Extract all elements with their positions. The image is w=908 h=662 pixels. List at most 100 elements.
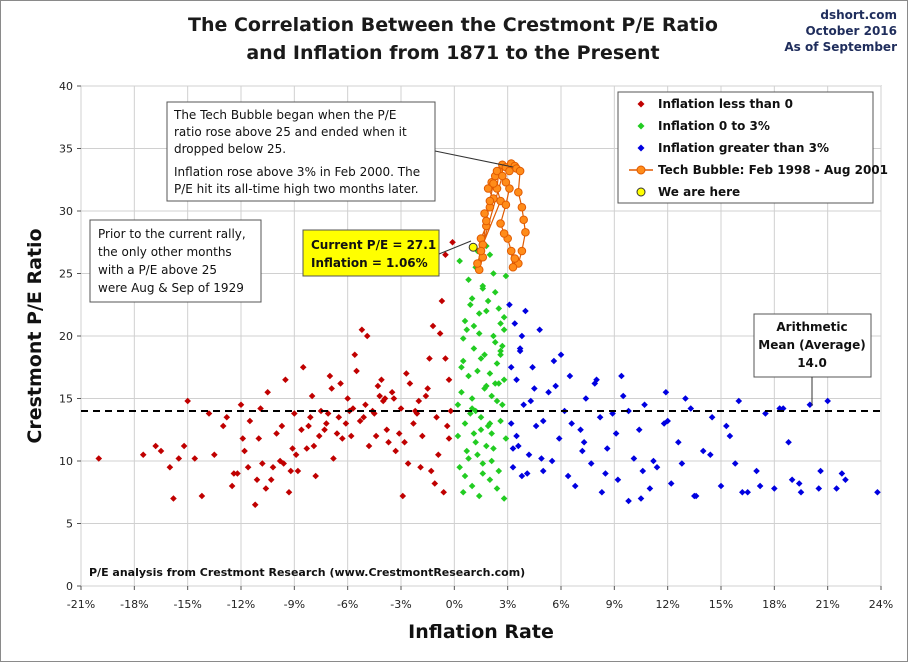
credit-text: P/E analysis from Crestmont Research (ww… — [89, 566, 525, 579]
point-inflation-negative — [157, 447, 165, 455]
point-inflation-high — [625, 407, 632, 415]
point-inflation-negative — [259, 460, 266, 467]
point-inflation-high — [539, 467, 547, 475]
point-inflation-high — [653, 463, 661, 471]
x-tick-label: -15% — [173, 598, 201, 611]
point-inflation-high — [788, 476, 796, 484]
tech-bubble-note-line5: P/E hit its all-time high two months lat… — [174, 182, 419, 196]
tech-bubble-point — [519, 215, 528, 225]
x-tick-label: 3% — [499, 598, 516, 611]
point-inflation-low — [484, 297, 492, 305]
point-inflation-negative — [292, 451, 300, 459]
tech-bubble-point — [485, 196, 495, 206]
point-inflation-low — [490, 332, 497, 340]
point-inflation-negative — [152, 442, 159, 450]
point-inflation-negative — [333, 430, 341, 437]
point-inflation-high — [513, 376, 520, 384]
point-inflation-negative — [289, 445, 296, 452]
point-inflation-high — [637, 495, 645, 502]
point-inflation-low — [477, 426, 485, 434]
point-inflation-low — [475, 310, 483, 317]
point-inflation-high — [568, 420, 575, 427]
point-inflation-low — [493, 485, 501, 492]
point-inflation-low — [499, 342, 506, 350]
point-inflation-low — [468, 482, 476, 490]
legend-marker-we-are-here — [636, 187, 646, 197]
point-inflation-high — [518, 332, 526, 340]
point-inflation-high — [815, 485, 823, 492]
point-inflation-high — [707, 451, 714, 459]
point-inflation-negative — [278, 422, 286, 430]
point-inflation-negative — [262, 485, 270, 492]
point-inflation-low — [479, 460, 487, 467]
point-inflation-negative — [424, 385, 431, 392]
point-inflation-low — [486, 370, 494, 377]
point-inflation-high — [511, 320, 519, 327]
point-inflation-negative — [435, 451, 442, 459]
point-inflation-negative — [299, 363, 307, 371]
point-inflation-high — [675, 438, 682, 446]
point-inflation-high — [699, 447, 707, 455]
point-inflation-high — [744, 488, 751, 496]
rally-note-line2: the only other months — [98, 245, 232, 259]
point-inflation-low — [461, 317, 469, 325]
rally-note-line1: Prior to the current rally, — [98, 227, 246, 241]
point-inflation-negative — [312, 472, 319, 480]
point-inflation-low — [465, 276, 472, 284]
x-tick-label: 12% — [655, 598, 679, 611]
point-inflation-negative — [445, 376, 453, 384]
legend-marker-tech-bubble — [636, 165, 646, 175]
current-pe-box — [302, 229, 440, 277]
point-inflation-negative — [315, 432, 323, 440]
point-inflation-high — [591, 380, 599, 387]
x-tick-label: 21% — [815, 598, 839, 611]
point-inflation-negative — [433, 413, 440, 421]
point-inflation-negative — [429, 322, 437, 330]
point-inflation-negative — [406, 380, 414, 387]
point-inflation-negative — [426, 355, 433, 362]
point-inflation-negative — [326, 372, 334, 380]
legend-box — [617, 91, 874, 204]
point-inflation-low — [483, 442, 490, 450]
point-inflation-negative — [342, 420, 350, 427]
point-inflation-negative — [365, 442, 373, 450]
point-inflation-negative — [330, 455, 337, 462]
point-inflation-low — [458, 388, 465, 396]
point-inflation-negative — [211, 451, 218, 459]
tech-bubble-point — [517, 202, 527, 212]
point-inflation-low — [468, 395, 476, 402]
point-inflation-negative — [267, 476, 275, 484]
tech-bubble-point — [505, 184, 514, 193]
tech-bubble-point — [499, 229, 509, 238]
point-inflation-low — [488, 392, 495, 400]
point-inflation-high — [509, 445, 517, 452]
point-inflation-high — [612, 430, 620, 437]
point-inflation-negative — [401, 438, 408, 446]
point-inflation-high — [771, 485, 778, 492]
point-inflation-low — [479, 470, 487, 477]
point-inflation-high — [602, 470, 609, 477]
point-inflation-low — [497, 351, 504, 359]
point-inflation-negative — [166, 463, 174, 471]
point-inflation-high — [662, 388, 670, 396]
point-inflation-high — [630, 455, 638, 462]
chart-title-line2: and Inflation from 1871 to the Present — [246, 42, 659, 64]
point-inflation-negative — [251, 501, 259, 509]
point-inflation-negative — [339, 435, 346, 442]
point-inflation-low — [500, 376, 508, 384]
point-inflation-negative — [378, 376, 385, 384]
point-inflation-low — [488, 457, 495, 465]
point-inflation-negative — [264, 388, 271, 396]
y-tick-label: 40 — [59, 80, 73, 93]
point-inflation-low — [475, 330, 483, 337]
point-inflation-high — [536, 326, 543, 334]
point-inflation-negative — [337, 380, 344, 387]
point-inflation-negative — [385, 438, 392, 446]
rally-note: Prior to the current rally, the only oth… — [89, 219, 262, 303]
point-inflation-high — [842, 476, 849, 484]
point-inflation-negative — [239, 435, 247, 442]
point-inflation-high — [529, 363, 536, 371]
point-inflation-low — [486, 251, 494, 259]
point-inflation-negative — [223, 413, 231, 421]
